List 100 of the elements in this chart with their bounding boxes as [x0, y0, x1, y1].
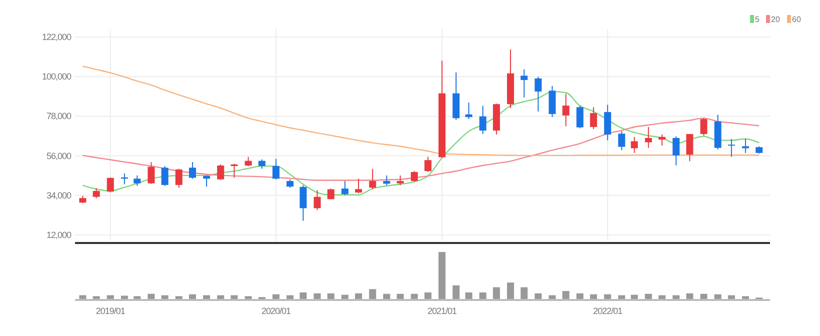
- y-tick-label: 122,000: [42, 32, 72, 42]
- bar: [106, 295, 114, 299]
- bar: [355, 293, 362, 299]
- bar: [148, 294, 155, 299]
- candlestick: [106, 176, 114, 193]
- legend-label: 5: [755, 15, 760, 24]
- candlestick: [465, 102, 472, 120]
- bar: [300, 292, 307, 299]
- bar: [188, 294, 196, 299]
- bar: [590, 294, 598, 299]
- bar: [314, 293, 321, 299]
- candlestick: [672, 136, 680, 166]
- candlestick: [161, 166, 168, 186]
- bar: [492, 287, 500, 299]
- bar: [424, 292, 432, 299]
- bar: [438, 252, 446, 299]
- bar: [217, 295, 224, 299]
- bar: [341, 294, 348, 299]
- x-tick-label: 2019/01: [96, 306, 126, 316]
- bar: [714, 294, 722, 299]
- y-tick-label: 100,000: [42, 72, 72, 82]
- y-tick-label: 12,000: [46, 230, 72, 240]
- candlestick: [604, 104, 612, 141]
- candlestick: [700, 118, 708, 136]
- x-tick-label: 2022/01: [593, 306, 623, 316]
- candlestick: [148, 162, 155, 184]
- bar: [728, 295, 735, 299]
- candlestick: [92, 188, 100, 199]
- bar: [742, 296, 750, 299]
- candlestick: [230, 163, 238, 178]
- bar: [161, 295, 168, 299]
- candlestick: [383, 174, 390, 186]
- candlestick: [424, 156, 432, 172]
- bar: [286, 295, 294, 299]
- candlestick: [728, 138, 735, 158]
- candlestick: [562, 93, 570, 127]
- bar: [548, 295, 556, 299]
- candlestick: [644, 126, 652, 148]
- legend-label: 60: [792, 15, 802, 24]
- bar: [658, 295, 666, 299]
- y-tick-label: 78,000: [46, 111, 72, 122]
- candlestick: [203, 174, 210, 188]
- candlestick: [630, 136, 638, 154]
- bar: [92, 296, 100, 299]
- candlestick: [175, 168, 182, 188]
- bar: [134, 296, 141, 299]
- candlestick: [396, 174, 404, 186]
- candlestick: [355, 178, 362, 194]
- bar: [272, 294, 280, 299]
- bar: [327, 293, 334, 299]
- candlestick: [534, 76, 542, 112]
- bar: [479, 292, 486, 299]
- bar: [618, 295, 626, 299]
- bar: [452, 285, 460, 299]
- bar: [630, 294, 638, 299]
- x-tick-label: 2021/01: [427, 306, 458, 316]
- bar: [203, 295, 210, 299]
- candlestick: [686, 134, 694, 162]
- candlestick: [576, 105, 584, 129]
- candlestick: [341, 180, 348, 196]
- bar: [644, 294, 652, 299]
- bar: [79, 295, 86, 299]
- candlestick: [314, 190, 321, 211]
- candlestick: [520, 68, 528, 98]
- bar: [562, 291, 570, 299]
- candlestick: [548, 85, 556, 118]
- bar: [230, 295, 238, 299]
- bar: [383, 294, 390, 299]
- candlestick: [134, 174, 141, 186]
- line-series: [82, 66, 760, 156]
- bar: [396, 294, 404, 299]
- candlestick: [300, 184, 307, 222]
- bar: [369, 289, 376, 299]
- bar: [686, 293, 694, 299]
- bar: [520, 287, 528, 299]
- candlestick: [658, 134, 666, 146]
- candlestick: [479, 105, 486, 135]
- bar: [534, 293, 542, 299]
- bar: [507, 282, 514, 299]
- bar: [604, 294, 612, 299]
- bar: [120, 296, 128, 299]
- legend-label: 20: [771, 15, 780, 24]
- y-tick-label: 56,000: [46, 150, 72, 161]
- bar: [672, 295, 680, 299]
- candlestick: [258, 158, 266, 170]
- candlestick: [217, 164, 224, 180]
- bar: [465, 292, 472, 299]
- x-tick-label: 2020/01: [261, 306, 291, 316]
- bar: [700, 294, 708, 299]
- candlestick: [272, 158, 280, 180]
- bar: [244, 296, 252, 299]
- bar: [410, 294, 418, 299]
- candlestick: [369, 168, 376, 190]
- candlestick: [590, 106, 598, 130]
- y-tick-label: 34,000: [46, 190, 72, 200]
- bar: [576, 293, 584, 299]
- candlestick: [244, 156, 252, 167]
- candlestick: [618, 130, 626, 151]
- bar: [175, 296, 182, 299]
- candlestick: [410, 170, 418, 182]
